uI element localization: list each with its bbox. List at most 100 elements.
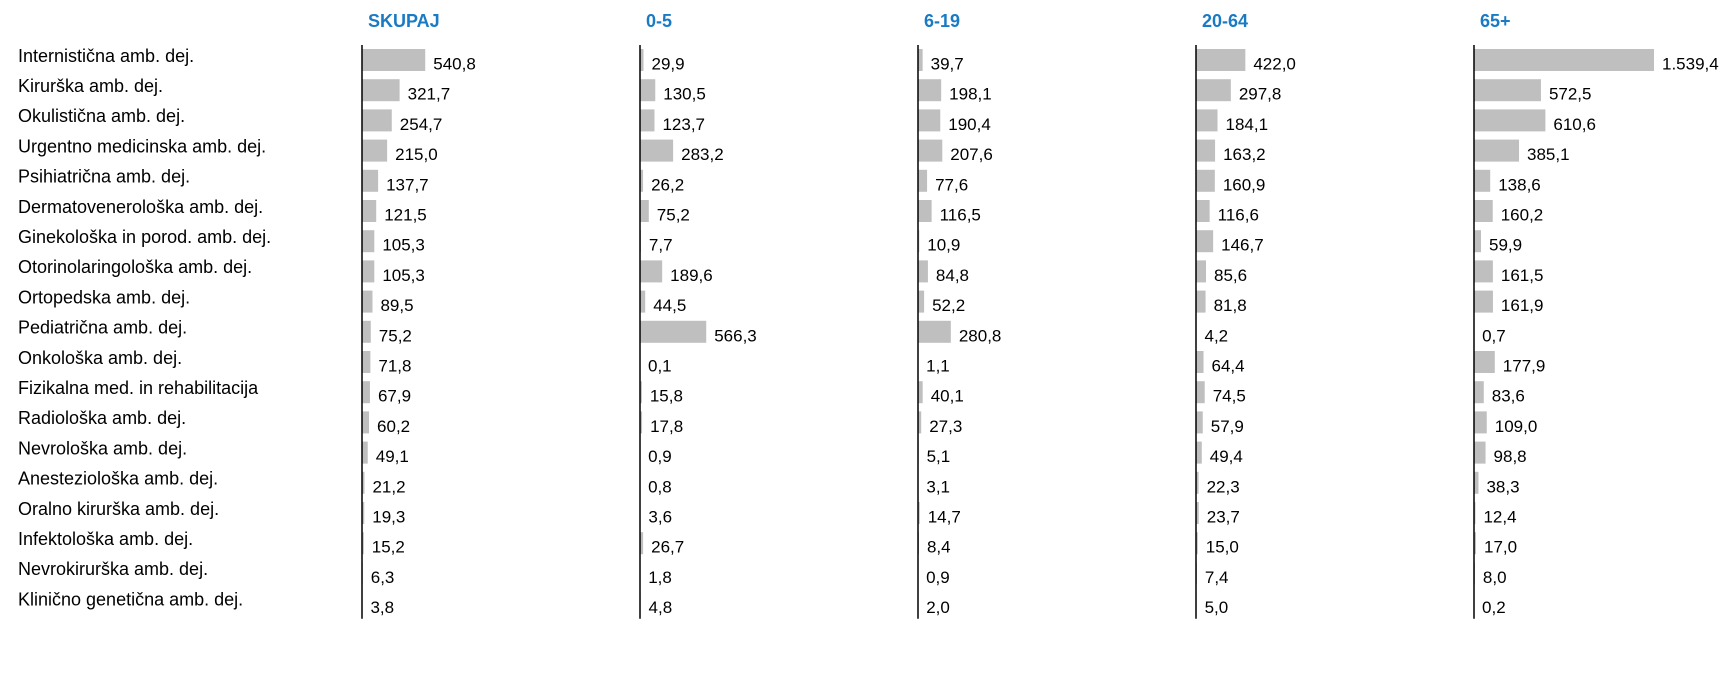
value-label: 283,2 — [681, 145, 724, 164]
category-label: Urgentno medicinska amb. dej. — [18, 136, 266, 156]
bar — [640, 139, 674, 162]
bar — [1474, 411, 1487, 434]
bar — [362, 351, 371, 373]
value-label: 6,3 — [371, 568, 395, 587]
value-label: 26,2 — [651, 175, 684, 194]
value-label: 130,5 — [663, 85, 706, 104]
value-label: 49,1 — [376, 447, 409, 466]
bar — [362, 79, 400, 102]
bar — [1196, 260, 1207, 283]
category-label: Nevrokirurška amb. dej. — [18, 559, 208, 579]
bar — [918, 290, 925, 313]
value-label: 4,2 — [1204, 326, 1228, 345]
value-label: 422,0 — [1253, 54, 1296, 73]
bar — [362, 49, 426, 71]
category-label: Psihiatrična amb. dej. — [18, 167, 190, 187]
value-label: 71,8 — [378, 356, 411, 375]
bar — [1196, 351, 1204, 373]
value-label: 610,6 — [1553, 115, 1596, 134]
value-label: 12,4 — [1483, 507, 1516, 526]
bar — [1474, 169, 1491, 192]
value-label: 7,4 — [1205, 568, 1229, 587]
value-label: 116,5 — [940, 205, 981, 224]
bar — [1474, 79, 1541, 102]
bar — [1196, 79, 1231, 102]
bar — [918, 502, 920, 524]
bar — [918, 79, 942, 102]
bar — [362, 230, 375, 253]
bar — [1196, 230, 1214, 253]
bar — [1196, 290, 1206, 313]
category-label: Okulistična amb. dej. — [18, 106, 185, 126]
value-label: 163,2 — [1223, 145, 1266, 164]
panel-header: SKUPAJ — [368, 11, 440, 31]
bar — [640, 109, 655, 132]
value-label: 121,5 — [384, 205, 427, 224]
value-label: 17,0 — [1484, 538, 1517, 557]
bar — [362, 109, 392, 132]
category-label: Anesteziološka amb. dej. — [18, 469, 218, 489]
bar — [362, 139, 388, 162]
value-label: 0,9 — [648, 447, 672, 466]
value-label: 57,9 — [1211, 417, 1244, 436]
bar — [640, 381, 642, 404]
bar — [918, 169, 928, 192]
bar — [640, 260, 663, 283]
bar — [1474, 49, 1654, 71]
category-label: Ortopedska amb. dej. — [18, 287, 190, 307]
bar — [640, 49, 644, 71]
value-label: 77,6 — [935, 175, 968, 194]
value-label: 23,7 — [1207, 507, 1240, 526]
bar — [1474, 532, 1476, 555]
value-label: 29,9 — [651, 54, 684, 73]
bar — [362, 502, 365, 524]
value-label: 74,5 — [1213, 387, 1246, 406]
value-label: 137,7 — [386, 175, 429, 194]
value-label: 26,7 — [651, 538, 684, 557]
bar — [918, 320, 951, 343]
bar — [640, 290, 646, 313]
bar — [1196, 411, 1203, 434]
value-label: 60,2 — [377, 417, 410, 436]
value-label: 105,3 — [382, 266, 425, 285]
value-label: 21,2 — [372, 477, 405, 496]
value-label: 2,0 — [926, 598, 950, 617]
bar — [362, 200, 377, 222]
value-label: 83,6 — [1492, 387, 1525, 406]
value-label: 105,3 — [382, 236, 425, 255]
category-label: Dermatovenerološka amb. dej. — [18, 197, 263, 217]
value-label: 0,2 — [1482, 598, 1506, 617]
bar — [918, 49, 923, 71]
value-label: 67,9 — [378, 387, 411, 406]
panel-header: 65+ — [1480, 11, 1511, 31]
category-label: Ginekološka in porod. amb. dej. — [18, 227, 271, 247]
value-label: 7,7 — [649, 236, 673, 255]
value-label: 3,8 — [370, 598, 394, 617]
value-label: 184,1 — [1226, 115, 1269, 134]
bar — [1474, 290, 1493, 313]
bar — [1474, 441, 1486, 464]
value-label: 98,8 — [1494, 447, 1527, 466]
value-label: 3,1 — [926, 477, 950, 496]
value-label: 3,6 — [648, 507, 672, 526]
value-label: 160,9 — [1223, 175, 1266, 194]
value-label: 0,7 — [1482, 326, 1506, 345]
value-label: 85,6 — [1214, 266, 1247, 285]
value-label: 540,8 — [433, 54, 476, 73]
panel-header: 0-5 — [646, 11, 672, 31]
value-label: 27,3 — [929, 417, 962, 436]
value-label: 64,4 — [1212, 356, 1245, 375]
value-label: 10,9 — [927, 236, 960, 255]
value-label: 116,6 — [1218, 205, 1259, 224]
value-label: 15,2 — [372, 538, 405, 557]
bar — [1196, 169, 1215, 192]
value-label: 75,2 — [657, 205, 690, 224]
bar — [1196, 502, 1199, 524]
value-label: 81,8 — [1214, 296, 1247, 315]
value-label: 5,0 — [1205, 598, 1229, 617]
value-label: 161,9 — [1501, 296, 1544, 315]
bar — [362, 169, 379, 192]
value-label: 189,6 — [670, 266, 713, 285]
value-label: 566,3 — [714, 326, 757, 345]
